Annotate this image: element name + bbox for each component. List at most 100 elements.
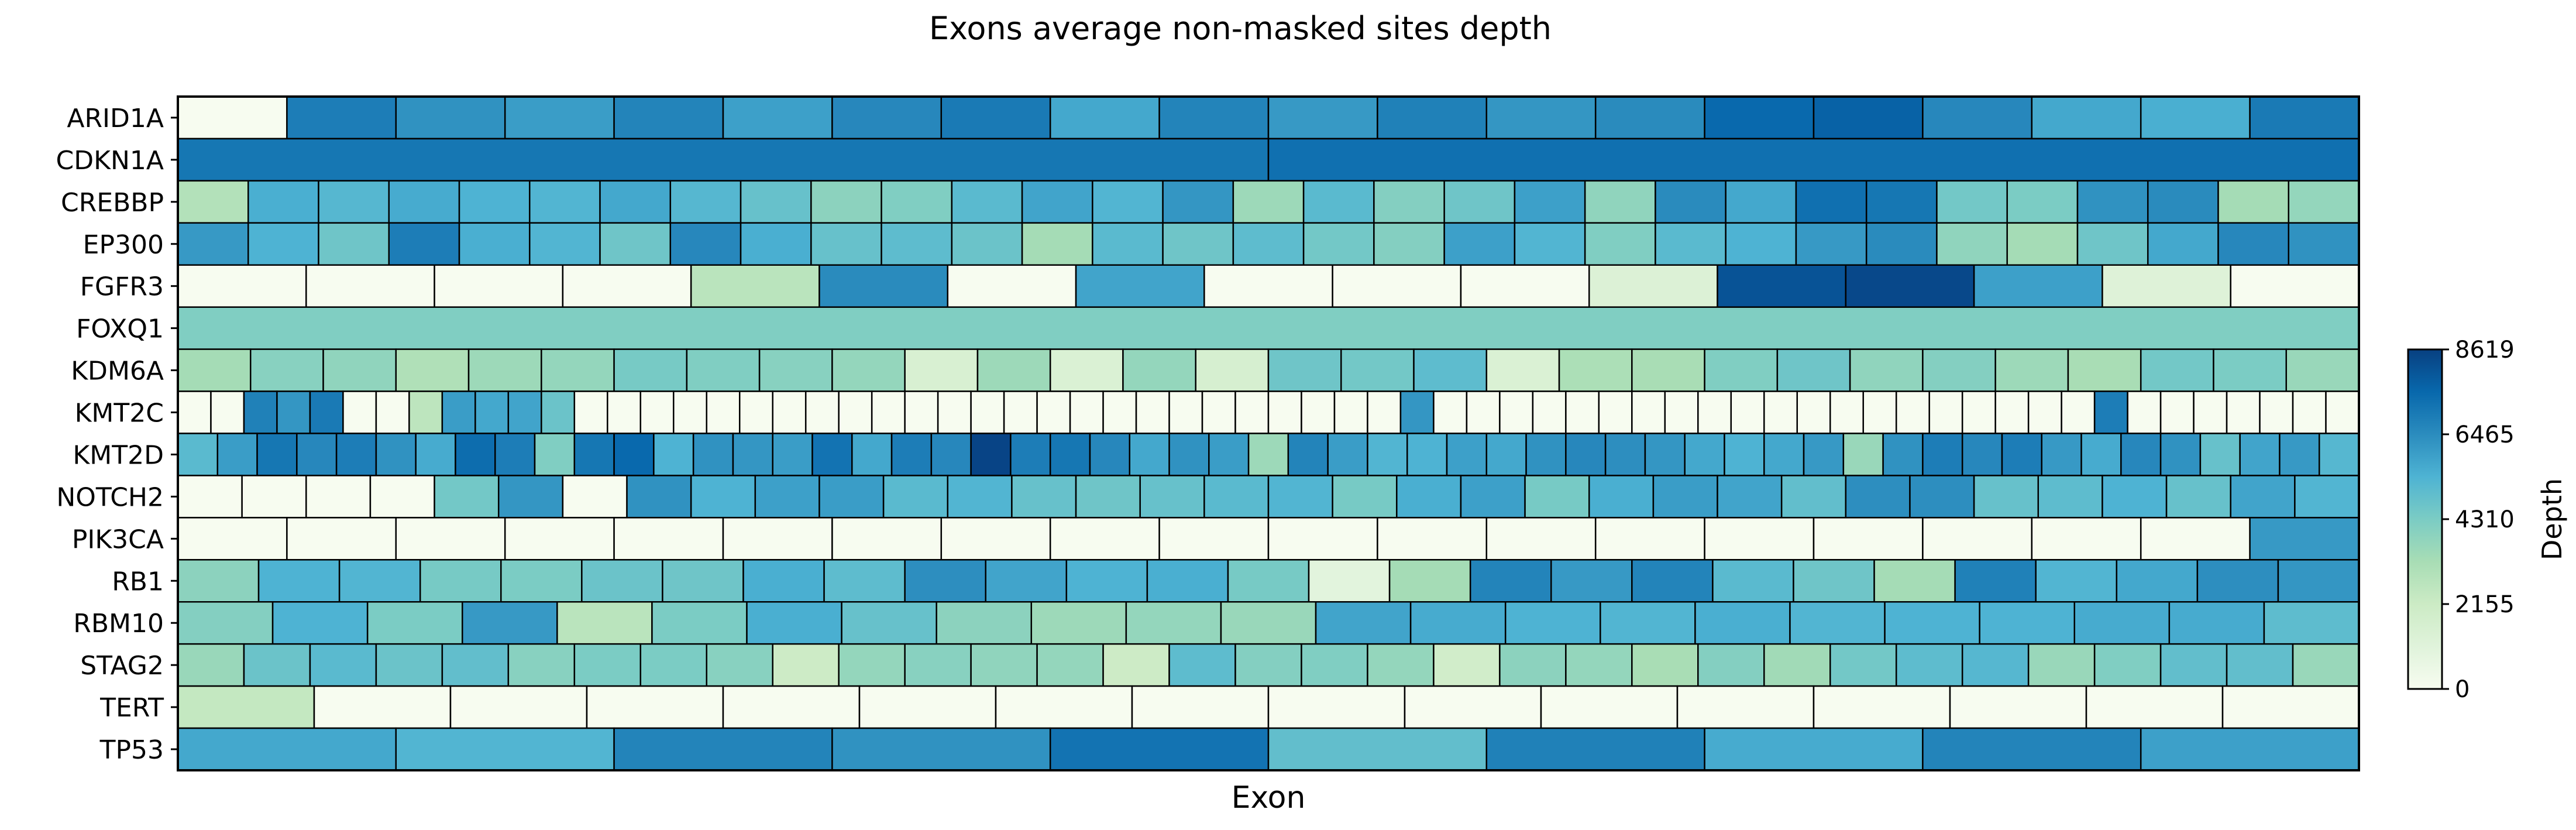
heatmap-cell xyxy=(831,95,943,140)
heatmap-cell xyxy=(1717,475,1783,519)
heatmap-cell xyxy=(754,475,820,519)
heatmap-cell xyxy=(507,643,576,687)
heatmap-cell xyxy=(474,390,510,434)
heatmap-cell xyxy=(1532,390,1567,434)
heatmap-cell xyxy=(1664,390,1699,434)
heatmap-cell xyxy=(1499,643,1567,687)
heatmap-cell xyxy=(1763,390,1798,434)
heatmap-cell xyxy=(1287,433,1329,476)
heatmap-cell xyxy=(1979,601,2075,645)
heatmap-cell xyxy=(1631,348,1705,392)
heatmap-cell xyxy=(2294,475,2360,519)
heatmap-cell xyxy=(2102,475,2168,519)
heatmap-cell xyxy=(1162,180,1234,224)
heatmap-cell xyxy=(573,390,608,434)
heatmap-cell xyxy=(318,222,390,266)
heatmap-cell xyxy=(1780,475,1847,519)
heatmap-cell xyxy=(2318,433,2360,476)
heatmap-cell xyxy=(286,95,397,140)
heatmap-cell xyxy=(2140,348,2214,392)
heatmap-cell xyxy=(441,390,476,434)
gene-label: CREBBP xyxy=(61,188,164,218)
heatmap-cell xyxy=(1717,264,1847,308)
heatmap-cell xyxy=(375,390,410,434)
heatmap-cell xyxy=(881,180,953,224)
heatmap-cell xyxy=(375,643,443,687)
x-axis-label: Exon xyxy=(1232,780,1306,815)
heatmap-cell xyxy=(1327,433,1368,476)
heatmap-cell xyxy=(1377,95,1488,140)
heatmap-cell xyxy=(2193,390,2228,434)
heatmap-cell xyxy=(1333,390,1368,434)
heatmap-cell xyxy=(2288,222,2360,266)
heatmap-cell xyxy=(1655,222,1726,266)
heatmap-cell xyxy=(1763,433,1805,476)
heatmap-cell xyxy=(1795,180,1867,224)
heatmap-cell xyxy=(2217,222,2289,266)
heatmap-cell xyxy=(1565,643,1633,687)
heatmap-cell xyxy=(1485,727,1705,771)
heatmap-cell xyxy=(177,222,249,266)
heatmap-cell xyxy=(1308,559,1391,603)
heatmap-cell xyxy=(2213,348,2287,392)
heatmap-cell xyxy=(639,390,675,434)
heatmap-cell xyxy=(449,685,588,729)
heatmap-cell xyxy=(434,264,564,308)
heatmap-cell xyxy=(250,348,324,392)
heatmap-cell xyxy=(1460,475,1526,519)
heatmap-cell xyxy=(1332,264,1462,308)
heatmap-cell xyxy=(562,264,692,308)
heatmap-cell xyxy=(243,390,278,434)
heatmap-cell xyxy=(309,643,377,687)
heatmap-cell xyxy=(970,643,1038,687)
heatmap-cell xyxy=(1704,95,1815,140)
heatmap-cell xyxy=(742,559,825,603)
heatmap-cell xyxy=(504,517,615,561)
heatmap-cell xyxy=(1232,222,1305,266)
heatmap-cell xyxy=(1469,559,1552,603)
heatmap-cell xyxy=(366,601,463,645)
heatmap-cell xyxy=(458,222,531,266)
heatmap-cell xyxy=(562,475,628,519)
heatmap-cell xyxy=(1315,601,1412,645)
heatmap-cell xyxy=(673,390,708,434)
heatmap-cell xyxy=(1267,727,1488,771)
heatmap-cell xyxy=(1973,475,2040,519)
heatmap-cell xyxy=(1730,390,1765,434)
heatmap-cell xyxy=(2226,643,2294,687)
heatmap-cell xyxy=(722,95,833,140)
heatmap-cell xyxy=(1485,517,1597,561)
heatmap-cell xyxy=(2288,180,2360,224)
heatmap-cell xyxy=(1796,390,1831,434)
gene-labels: ARID1A CDKN1A CREBBP EP300 FGFR3 FOXQ1 KDM6A KM… xyxy=(56,104,164,765)
heatmap-cell xyxy=(904,348,979,392)
heatmap-grid xyxy=(177,95,2360,771)
heatmap-cell xyxy=(1302,222,1375,266)
heatmap-cell xyxy=(2168,601,2265,645)
heatmap-cell xyxy=(1928,390,1963,434)
heatmap-cell xyxy=(1413,348,1488,392)
heatmap-cell xyxy=(1909,475,1975,519)
heatmap-cell xyxy=(1021,222,1093,266)
heatmap-cell xyxy=(947,475,1013,519)
heatmap-cell xyxy=(1036,390,1071,434)
heatmap-cell xyxy=(1399,390,1435,434)
heatmap-cell xyxy=(1954,559,2037,603)
heatmap-cell xyxy=(1684,433,1725,476)
heatmap-cell xyxy=(653,433,694,476)
heatmap-cell xyxy=(1631,390,1666,434)
heatmap-cell xyxy=(1598,390,1633,434)
heatmap-cell xyxy=(1873,559,1956,603)
heatmap-cell xyxy=(2031,517,2142,561)
heatmap-cell xyxy=(2140,517,2251,561)
heatmap-cell xyxy=(662,559,744,603)
heatmap-cell xyxy=(2006,180,2079,224)
heatmap-cell xyxy=(882,475,949,519)
heatmap-cell xyxy=(1030,601,1127,645)
heatmap-cell xyxy=(2067,348,2142,392)
heatmap-cell xyxy=(529,180,601,224)
heatmap-cell xyxy=(434,475,500,519)
heatmap-cell xyxy=(2006,222,2079,266)
heatmap-cell xyxy=(1049,433,1091,476)
